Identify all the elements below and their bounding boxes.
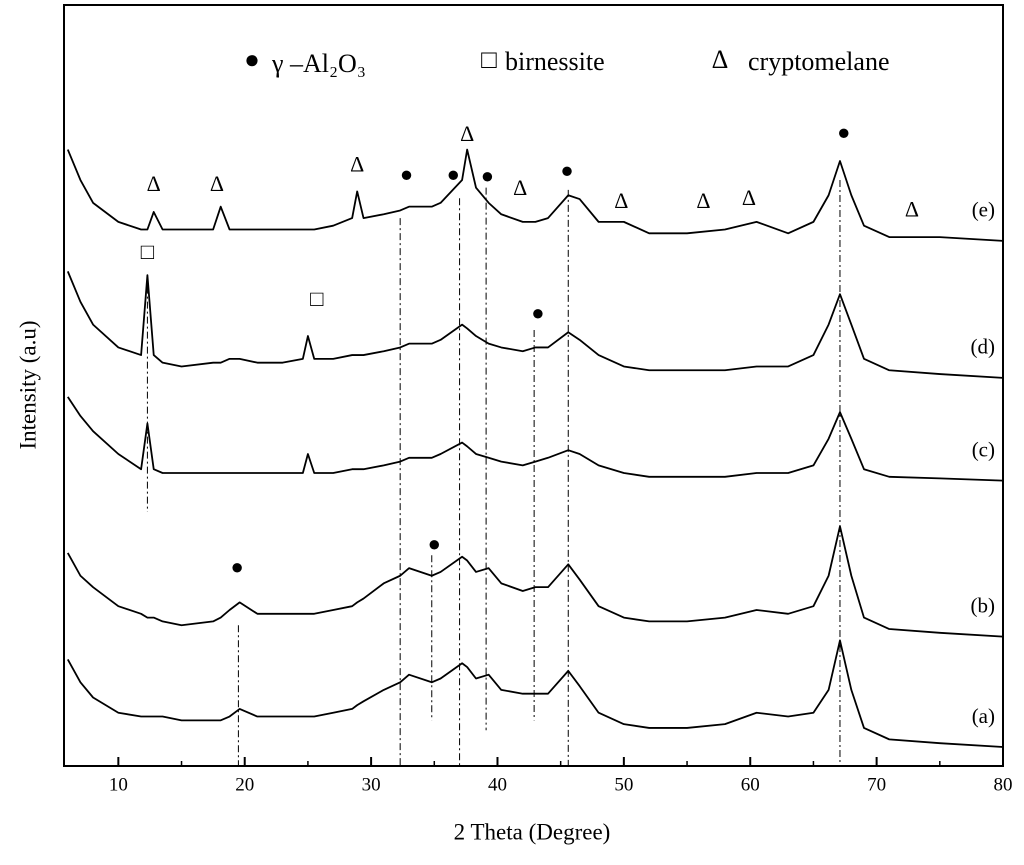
legend-label: birnessite: [505, 47, 605, 76]
peak-marker: ●: [531, 300, 544, 325]
x-tick-label: 50: [614, 774, 633, 795]
peak-marker: ●: [400, 161, 413, 186]
x-tick-label: 30: [362, 774, 381, 795]
series-line: [67, 396, 1004, 482]
series-label: (c): [972, 437, 995, 461]
x-tick-label: 20: [235, 774, 254, 795]
peak-marker: ●: [428, 531, 441, 556]
legend-symbol: ●: [244, 45, 260, 74]
peak-marker: ●: [447, 161, 460, 186]
y-axis-label: Intensity (a.u): [15, 320, 40, 449]
x-tick-label: 10: [109, 774, 128, 795]
legend-symbol: Δ: [712, 45, 729, 74]
peak-marker: □: [310, 286, 323, 311]
legend-label: γ –Al₂O₃: [271, 49, 366, 78]
peak-marker: Δ: [905, 196, 919, 221]
peak-marker: Δ: [513, 175, 527, 200]
x-axis-label: 2 Theta (Degree): [454, 819, 611, 844]
peak-marker: Δ: [614, 188, 628, 213]
peak-marker: ●: [230, 554, 243, 579]
peak-marker: Δ: [350, 151, 364, 176]
series-label: (a): [972, 704, 995, 728]
peak-marker: Δ: [210, 171, 224, 196]
peak-marker: Δ: [742, 185, 756, 210]
series-label: (d): [971, 335, 996, 359]
peak-marker: ●: [560, 157, 573, 182]
legend-symbol: □: [481, 45, 497, 74]
peak-marker: Δ: [696, 188, 710, 213]
series-line: [66, 148, 1004, 242]
legend: ● γ –Al₂O₃ □ birnessite Δ cryptomelane: [244, 45, 889, 78]
x-tick-label: 60: [741, 774, 760, 795]
peak-marker: ●: [837, 119, 850, 144]
x-tick-label: 40: [488, 774, 507, 795]
x-tick-label: 70: [867, 774, 886, 795]
peak-marker: □: [141, 239, 154, 264]
legend-label: cryptomelane: [748, 47, 890, 76]
series-line: [66, 271, 1004, 379]
peak-marker: Δ: [460, 121, 474, 146]
series-label: (b): [971, 593, 996, 617]
plot-frame: [63, 4, 1004, 767]
series-label: (e): [972, 198, 995, 222]
series-line: [67, 639, 1004, 748]
x-tick-label: 80: [994, 774, 1013, 795]
series-line: [67, 525, 1004, 638]
peak-marker: ●: [481, 163, 494, 188]
peak-marker: Δ: [147, 171, 161, 196]
